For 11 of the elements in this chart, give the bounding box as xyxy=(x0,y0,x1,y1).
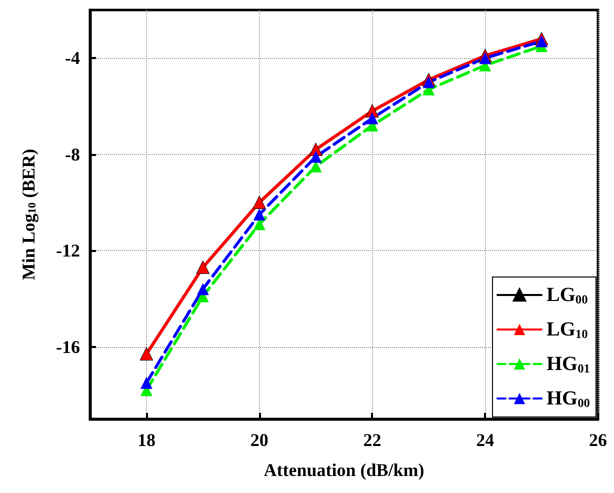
y-tick-label: -4 xyxy=(65,48,80,68)
y-axis-title: Min Log10 (BER) xyxy=(18,148,38,280)
x-tick-label: 18 xyxy=(137,430,156,450)
y-tick-label: -16 xyxy=(56,336,80,357)
y-tick-label: -8 xyxy=(65,144,80,164)
x-tick-label: 22 xyxy=(363,430,382,450)
x-tick-label: 24 xyxy=(476,430,494,450)
x-axis-title: Attenuation (dB/km) xyxy=(264,460,424,480)
y-tick-label: -12 xyxy=(56,240,80,261)
x-tick-label: 26 xyxy=(589,430,607,450)
x-tick-label: 20 xyxy=(250,430,268,450)
